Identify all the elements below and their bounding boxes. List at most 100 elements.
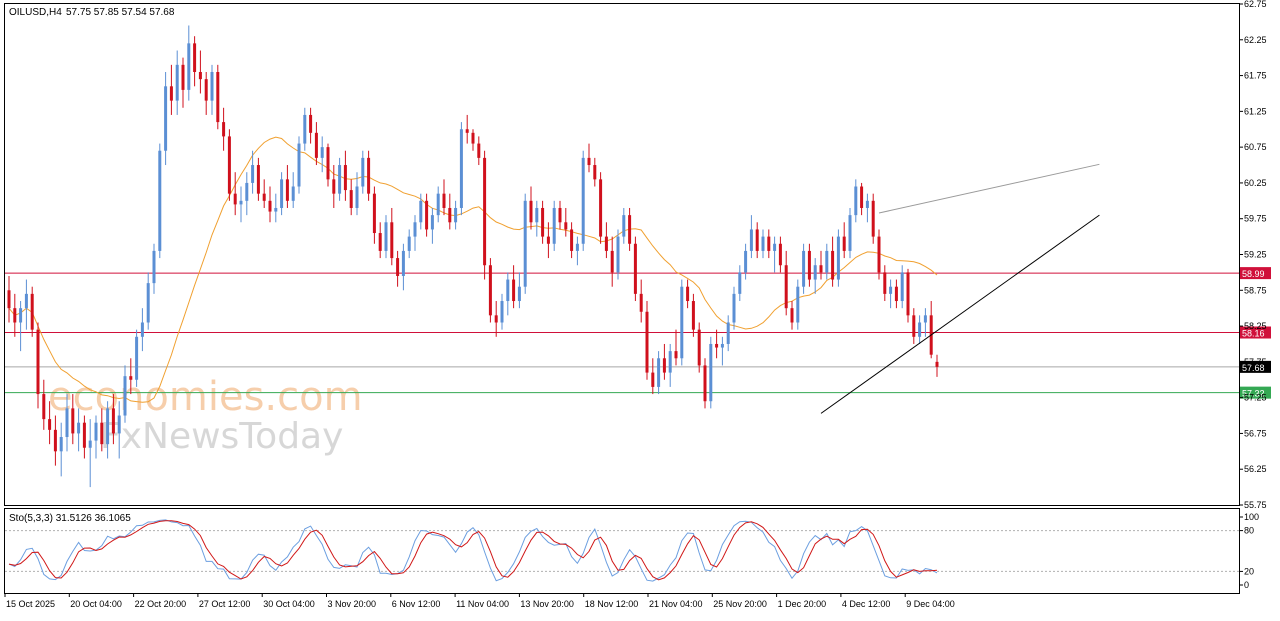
- candle-body: [761, 236, 765, 251]
- candle-body: [517, 286, 521, 302]
- time-tick-label: 30 Oct 04:00: [263, 599, 315, 609]
- candle: [581, 150, 585, 251]
- candle: [552, 200, 556, 251]
- candle: [384, 215, 388, 259]
- candle-body: [285, 179, 289, 201]
- candle: [65, 394, 69, 452]
- candle-body: [407, 236, 411, 251]
- candle: [448, 193, 452, 230]
- candle: [593, 157, 597, 187]
- stoch-main-line: [8, 519, 938, 582]
- candle-body: [355, 186, 359, 208]
- candle: [193, 36, 197, 87]
- candle: [720, 336, 724, 366]
- candle-body: [796, 286, 800, 323]
- candle: [755, 222, 759, 259]
- candle-body: [100, 422, 104, 445]
- price-tick-label: 58.25: [1244, 321, 1267, 331]
- candle: [71, 394, 75, 445]
- candle: [7, 275, 11, 323]
- candle: [303, 107, 307, 151]
- candle-body: [314, 132, 318, 158]
- time-tick-label: 18 Nov 12:00: [585, 599, 639, 609]
- time-tick-label: 4 Dec 12:00: [842, 599, 891, 609]
- candle-body: [419, 200, 423, 223]
- candle-body: [842, 236, 846, 251]
- candle-body: [164, 86, 168, 151]
- candle-body: [146, 283, 150, 323]
- candle: [813, 258, 817, 294]
- candle: [187, 25, 191, 101]
- candle-body: [442, 193, 446, 208]
- trendline-ascending-support: [820, 214, 1100, 414]
- candle-body: [802, 250, 806, 287]
- candle: [778, 236, 782, 273]
- candle-body: [338, 165, 342, 194]
- candle: [367, 150, 371, 201]
- chart-header: OILUSD,H4 57.75 57.85 57.54 57.68: [9, 7, 175, 18]
- candle: [512, 265, 516, 309]
- price-tick-label: 57.75: [1244, 357, 1267, 367]
- candle: [77, 408, 81, 452]
- candle-body: [570, 229, 574, 251]
- time-tick-label: 9 Dec 04:00: [906, 599, 955, 609]
- candle: [703, 358, 707, 409]
- candle-body: [77, 422, 81, 434]
- candle: [146, 272, 150, 330]
- candle: [227, 129, 231, 201]
- candle: [517, 272, 521, 309]
- candle: [349, 179, 353, 216]
- candle: [210, 64, 214, 115]
- time-tick-label: 6 Nov 12:00: [392, 599, 441, 609]
- candle-body: [680, 286, 684, 359]
- price-level-label: 58.16: [1242, 329, 1265, 339]
- candle: [761, 229, 765, 259]
- candle-body: [448, 207, 452, 223]
- candle-body: [854, 186, 858, 216]
- candle-body: [326, 147, 330, 180]
- candle: [285, 165, 289, 208]
- candle-body: [749, 229, 753, 251]
- candle: [784, 250, 788, 316]
- candle: [686, 279, 690, 309]
- candle: [82, 415, 86, 459]
- candle: [912, 308, 916, 344]
- candle: [88, 419, 92, 488]
- candle: [662, 343, 666, 380]
- candle-body: [332, 179, 336, 194]
- candle-body: [378, 233, 382, 251]
- candle: [152, 243, 156, 294]
- candle: [454, 200, 458, 230]
- candle-body: [877, 236, 881, 273]
- candle-body: [297, 143, 301, 187]
- candle: [198, 50, 202, 94]
- candle: [500, 293, 504, 330]
- ohlc-readout: 57.75 57.85 57.54 57.68: [66, 7, 175, 18]
- candle-body: [274, 207, 278, 212]
- candle: [860, 182, 864, 216]
- candle: [436, 186, 440, 223]
- candle: [233, 172, 237, 216]
- candle-body: [546, 236, 550, 244]
- candle-body: [784, 265, 788, 309]
- candle-body: [465, 129, 469, 133]
- candle: [268, 186, 272, 223]
- candle-body: [848, 215, 852, 251]
- candle: [610, 236, 614, 287]
- candle: [900, 265, 904, 309]
- candle-body: [900, 272, 904, 302]
- candle: [30, 286, 34, 337]
- stoch-tick-label: 20: [1244, 566, 1254, 576]
- candle: [633, 236, 637, 302]
- candle-body: [390, 222, 394, 259]
- candle-body: [477, 143, 481, 158]
- candle: [680, 279, 684, 366]
- price-tick-label: 62.25: [1244, 35, 1267, 45]
- candle: [883, 265, 887, 302]
- price-axis: 62.75 62.25 61.75 61.25 60.75 60.25 59.75 59.25…: [1239, 0, 1267, 510]
- candle-body: [262, 193, 266, 201]
- candle: [825, 243, 829, 280]
- candle-body: [575, 243, 579, 251]
- candle: [326, 143, 330, 187]
- candle: [274, 193, 278, 223]
